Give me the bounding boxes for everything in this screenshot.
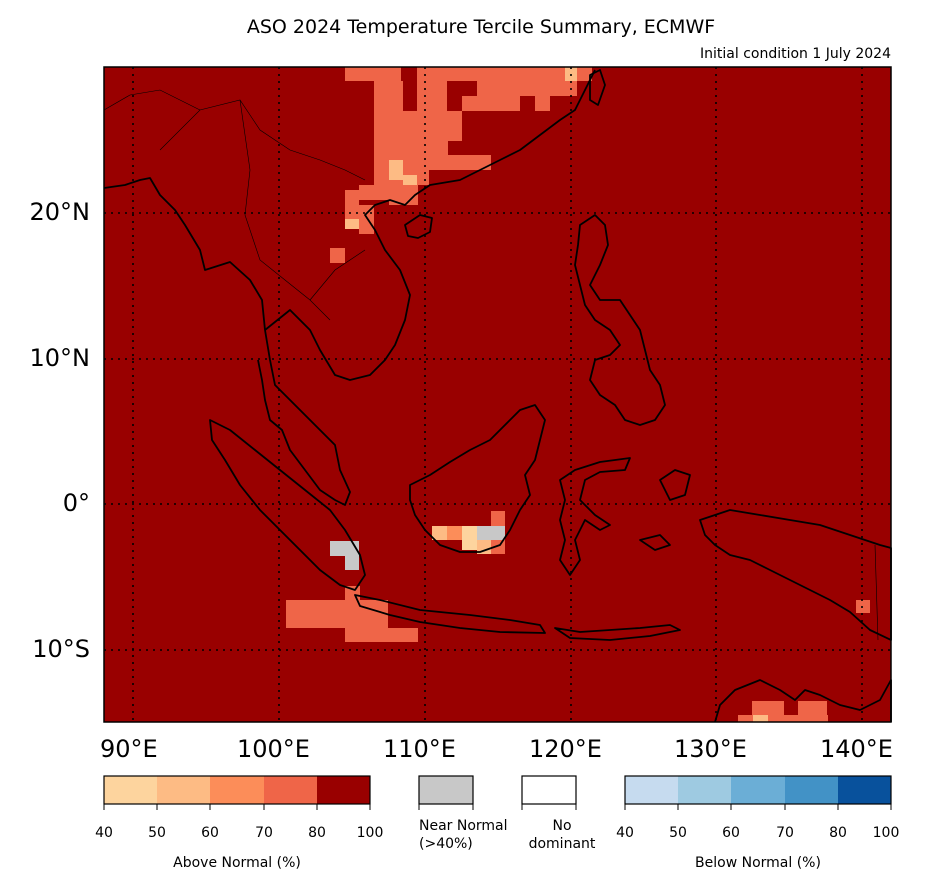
legend-no-dominant-swatch: [521, 775, 577, 810]
coastlines: [103, 69, 892, 723]
above-tick: 100: [356, 825, 384, 841]
above-tick: 40: [95, 825, 113, 841]
lon-label-90e: 90°E: [100, 735, 158, 763]
lon-label-110e: 110°E: [383, 735, 456, 763]
below-tick: 70: [776, 825, 794, 841]
colorbar-below-normal: [624, 775, 892, 810]
lat-label-20n: 20°N: [29, 198, 91, 226]
patch-borneo: [432, 511, 505, 554]
lon-label-120e: 120°E: [529, 735, 602, 763]
near-normal-label-line2: (>40%): [419, 836, 473, 852]
colorbar-above-normal: [103, 775, 371, 810]
gridlines: [104, 67, 891, 722]
below-tick: 50: [669, 825, 687, 841]
lon-label-130e: 130°E: [674, 735, 747, 763]
map-subtitle: Initial condition 1 July 2024: [700, 46, 891, 62]
no-dominant-label-line1: No: [552, 818, 572, 834]
patch-australia: [738, 701, 828, 722]
below-tick: 100: [872, 825, 900, 841]
lat-label-0: 0°: [62, 489, 90, 517]
lon-label-140e: 140°E: [820, 735, 893, 763]
below-tick: 60: [722, 825, 740, 841]
above-normal-label: Above Normal (%): [173, 855, 301, 871]
country-borders: [103, 89, 879, 641]
lat-label-10s: 10°S: [32, 635, 90, 663]
map-background: [104, 67, 891, 722]
probability-patches: [286, 67, 870, 722]
below-normal-label: Below Normal (%): [695, 855, 821, 871]
above-tick: 70: [255, 825, 273, 841]
no-dominant-label: No dominant: [512, 817, 612, 853]
legend-near-normal-swatch: [418, 775, 474, 810]
map-frame: [103, 66, 892, 723]
no-dominant-label-line2: dominant: [528, 836, 596, 852]
near-normal-label-line1: Near Normal: [419, 818, 508, 834]
below-tick: 40: [616, 825, 634, 841]
above-tick: 50: [148, 825, 166, 841]
lon-label-100e: 100°E: [237, 735, 310, 763]
above-tick: 60: [201, 825, 219, 841]
patch-south-china: [330, 67, 870, 613]
lat-label-10n: 10°N: [29, 344, 91, 372]
above-tick: 80: [308, 825, 326, 841]
near-normal-label: Near Normal (>40%): [419, 817, 508, 853]
map-title: ASO 2024 Temperature Tercile Summary, EC…: [246, 16, 716, 38]
below-tick: 80: [829, 825, 847, 841]
patch-near-normal-sumatra: [330, 541, 359, 570]
